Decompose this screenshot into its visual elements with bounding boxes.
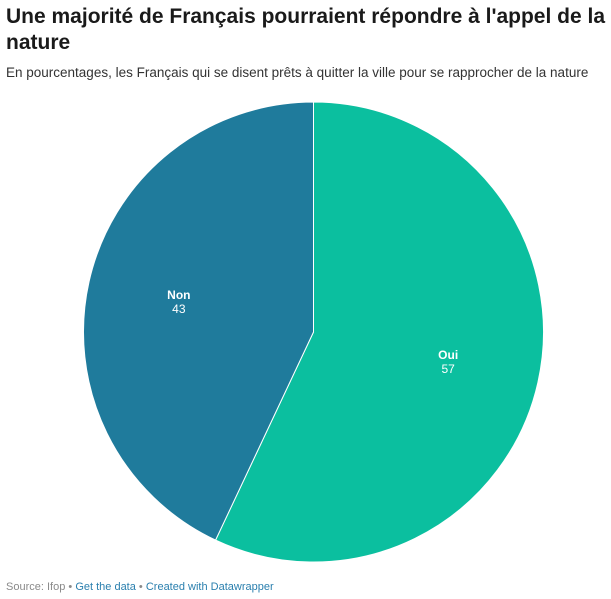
slice-label-non: Non 43 (167, 288, 190, 316)
chart-subtitle: En pourcentages, les Français qui se dis… (6, 65, 589, 80)
chart-title: Une majorité de Français pourraient répo… (6, 5, 605, 54)
slice-value-non: 43 (172, 302, 186, 316)
get-data-link[interactable]: Get the data (75, 581, 136, 593)
pie-slice-oui (214, 101, 544, 563)
footer-separator: • (68, 581, 73, 593)
source-text: Source: Ifop (6, 581, 66, 593)
footer: Source: Ifop • Get the data • Created wi… (6, 581, 274, 593)
pie-slice-non (83, 101, 314, 541)
footer-separator: • (138, 581, 143, 593)
datawrapper-link[interactable]: Created with Datawrapper (145, 581, 274, 593)
slice-name-oui: Oui (438, 348, 458, 362)
slice-value-oui: 57 (441, 362, 455, 376)
slice-label-oui: Oui 57 (438, 348, 458, 376)
slice-name-non: Non (167, 288, 190, 302)
